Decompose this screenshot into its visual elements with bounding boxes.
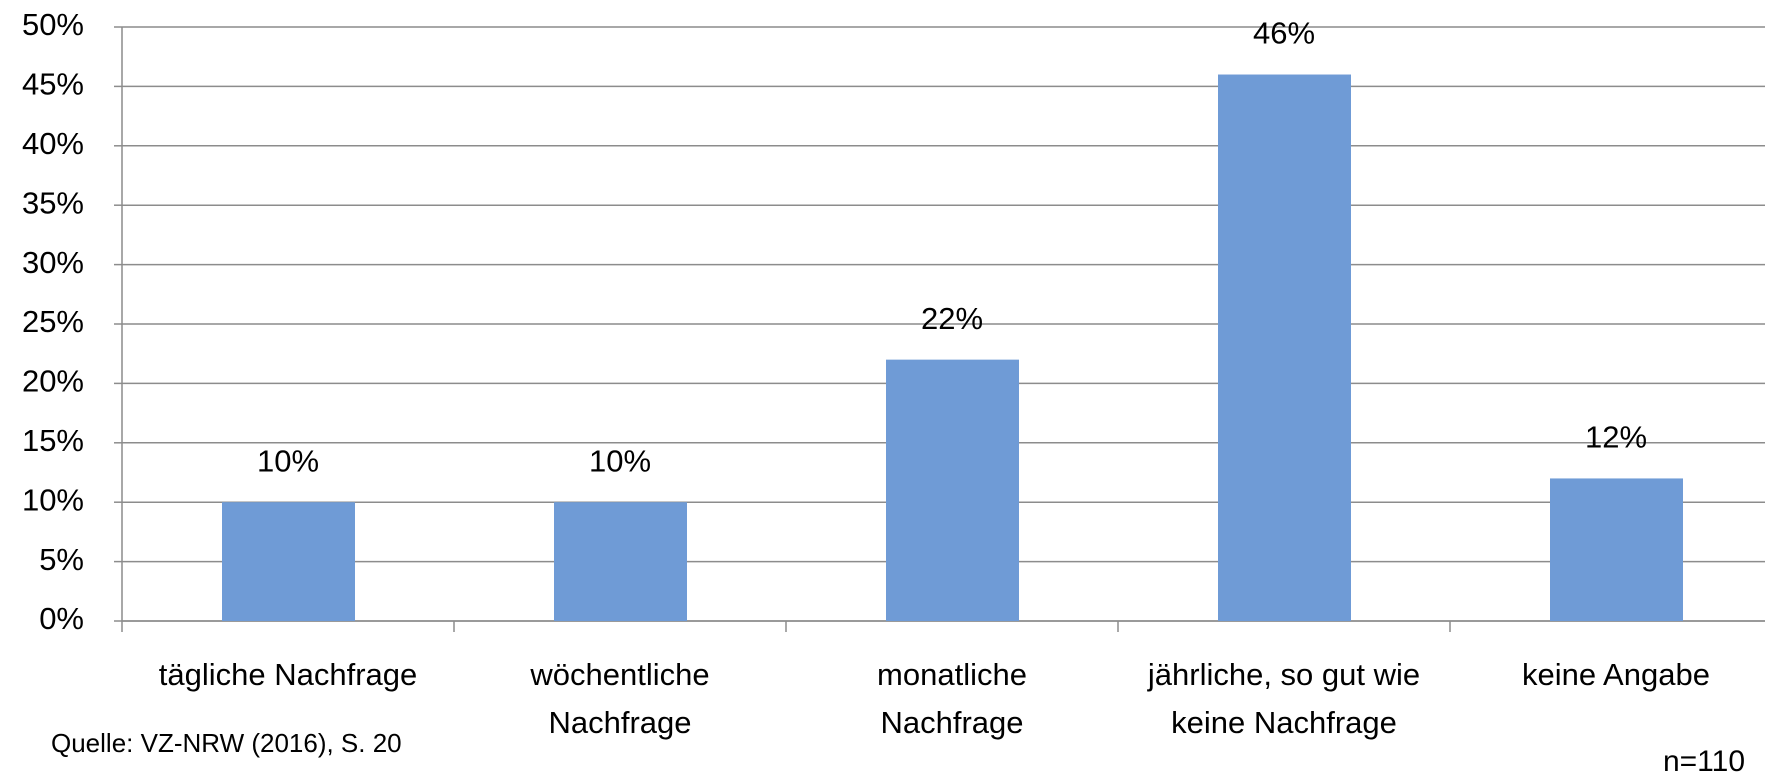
bar [1550, 478, 1683, 621]
y-tick-label: 25% [22, 304, 84, 339]
y-tick-label: 40% [22, 126, 84, 161]
data-label: 10% [257, 443, 319, 478]
x-tick-label: jährliche, so gut wie keine Nachfrage [1147, 657, 1421, 740]
bar [886, 359, 1019, 621]
data-label: 22% [921, 301, 983, 336]
data-label: 46% [1253, 16, 1315, 51]
y-tick-label: 35% [22, 185, 84, 220]
sample-size: n=110 [1662, 745, 1745, 773]
bar [1218, 74, 1351, 621]
x-tick-label: keine Angabe [1522, 657, 1710, 692]
x-tick-label: wöchentliche Nachfrage [530, 657, 710, 740]
data-label: 12% [1585, 420, 1647, 455]
source-note: Quelle: VZ-NRW (2016), S. 20 [51, 728, 402, 758]
y-tick-label: 45% [22, 67, 84, 102]
bar [222, 502, 355, 621]
bar [554, 502, 687, 621]
y-tick-label: 50% [22, 7, 84, 42]
x-tick-label: tägliche Nachfrage [158, 657, 418, 692]
data-label: 10% [589, 443, 651, 478]
y-tick-label: 10% [22, 482, 84, 517]
y-tick-label: 5% [39, 542, 84, 577]
y-tick-label: 15% [22, 423, 84, 458]
y-tick-label: 30% [22, 245, 84, 280]
y-tick-label: 20% [22, 364, 84, 399]
x-tick-label: monatliche Nachfrage [877, 657, 1027, 740]
y-tick-label: 0% [39, 601, 84, 636]
